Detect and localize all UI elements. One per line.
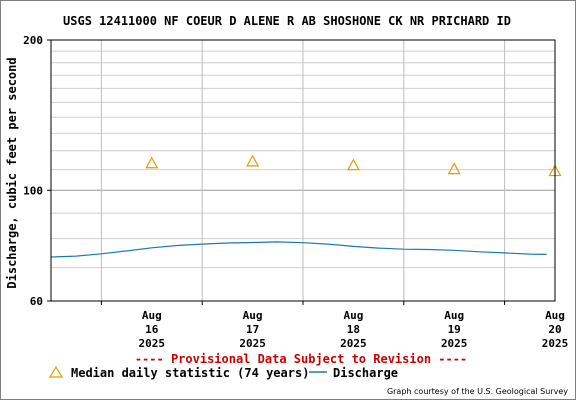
x-tick-label: 16: [145, 323, 159, 336]
legend-triangle-icon: [48, 365, 64, 378]
y-tick-label: 60: [30, 295, 43, 308]
x-tick-label: 2025: [441, 337, 468, 350]
grid-lines: [51, 40, 555, 301]
x-tick-label: Aug: [142, 309, 162, 322]
median-triangle-marker: [447, 162, 461, 175]
plot-border: [50, 39, 556, 302]
legend-median-label: Median daily statistic (74 years): [71, 366, 309, 380]
y-axis-ticks: 60 100 200: [23, 34, 51, 308]
x-tick-label: 2025: [239, 337, 266, 350]
y-tick-label: 100: [23, 184, 43, 197]
x-tick-label: Aug: [343, 309, 363, 322]
median-triangle-marker: [145, 156, 159, 169]
median-triangle-marker: [346, 158, 360, 171]
x-tick-label: Aug: [243, 309, 263, 322]
x-tick-label: 2025: [542, 337, 569, 350]
y-tick-label: 200: [23, 34, 43, 47]
credit-text: Graph courtesy of the U.S. Geological Su…: [387, 387, 568, 396]
x-tick-label: 18: [347, 323, 360, 336]
x-tick-label: 17: [246, 323, 259, 336]
x-axis-ticks: Aug162025Aug172025Aug182025Aug192025Aug2…: [100, 301, 569, 350]
x-tick-label: 2025: [340, 337, 367, 350]
x-tick-label: Aug: [545, 309, 565, 322]
provisional-notice: ---- Provisional Data Subject to Revisio…: [135, 352, 467, 366]
discharge-series-line: [50, 241, 547, 258]
x-tick-label: 19: [448, 323, 461, 336]
legend-discharge-label: Discharge: [333, 366, 398, 380]
y-axis-label: Discharge, cubic feet per second: [5, 57, 19, 288]
median-triangle-marker: [246, 154, 260, 167]
plot-series: [50, 154, 562, 258]
x-tick-label: 20: [548, 323, 561, 336]
x-tick-label: Aug: [444, 309, 464, 322]
x-tick-label: 2025: [139, 337, 166, 350]
chart-title: USGS 12411000 NF COEUR D ALENE R AB SHOS…: [63, 14, 511, 28]
legend: Median daily statistic (74 years) Discha…: [48, 365, 398, 380]
